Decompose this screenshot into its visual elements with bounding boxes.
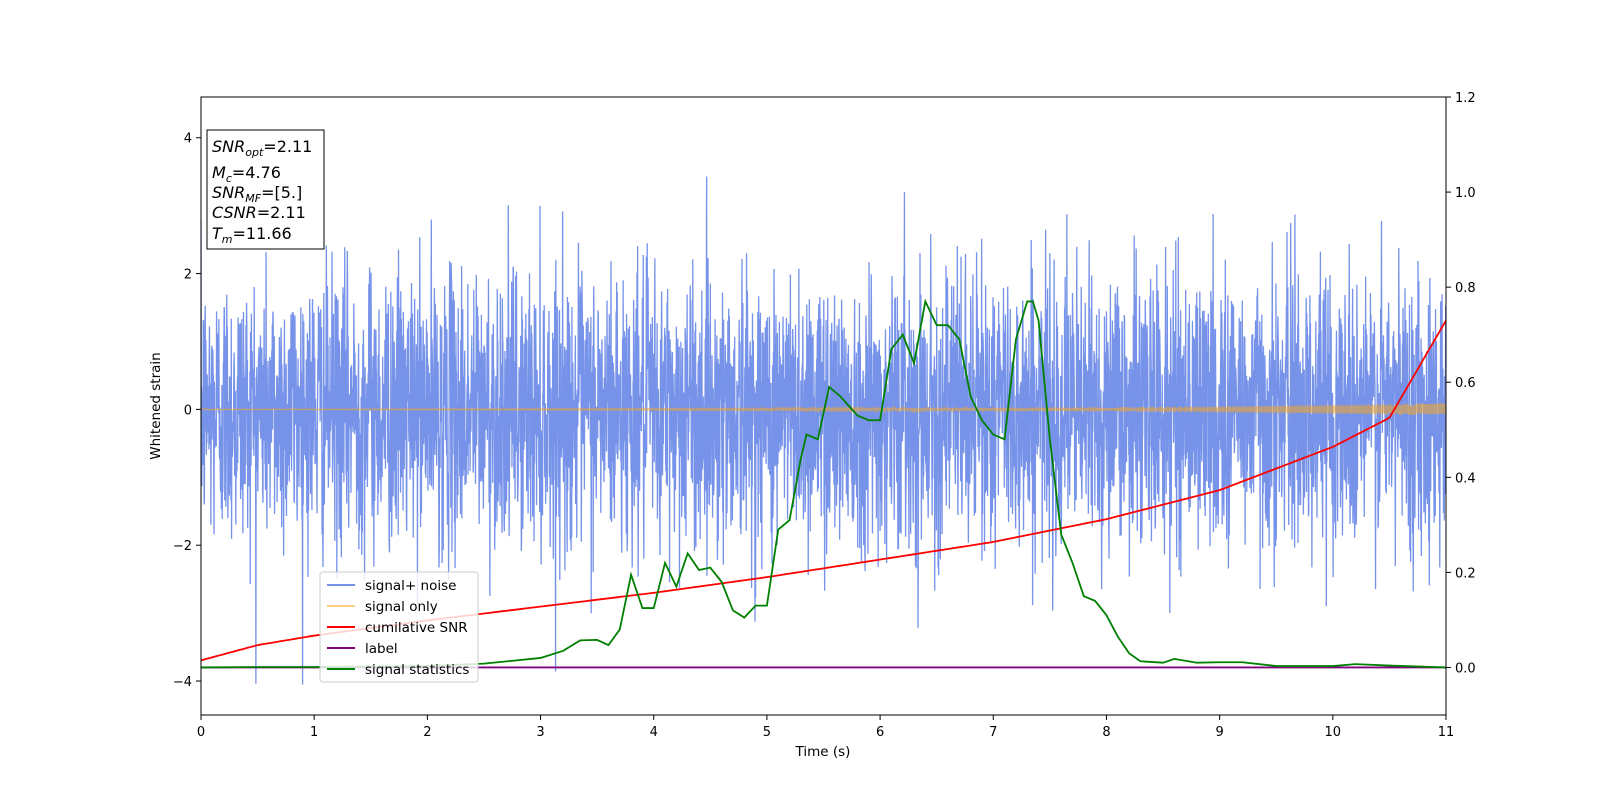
y-right-tick-label: 0.2 <box>1455 566 1476 581</box>
legend-label-signal-noise: signal+ noise <box>365 578 456 594</box>
x-tick-label: 7 <box>989 725 997 740</box>
stat-csnr: CSNR=2.11 <box>212 203 306 222</box>
y-right-tick-label: 1.0 <box>1455 186 1476 201</box>
x-tick-label: 11 <box>1438 725 1455 740</box>
y-left-tick-label: −4 <box>173 675 192 690</box>
x-tick-label: 9 <box>1215 725 1223 740</box>
y-right-tick-label: 0.8 <box>1455 281 1476 296</box>
signal-statistics-line <box>201 298 1446 669</box>
x-tick-label: 3 <box>536 725 544 740</box>
x-tick-label: 0 <box>197 725 205 740</box>
legend-label-signal-only: signal only <box>365 599 438 615</box>
x-axis-title: Time (s) <box>795 744 851 760</box>
x-tick-label: 4 <box>650 725 658 740</box>
y-left-tick-label: 2 <box>184 268 192 283</box>
stats-box: SNRopt=2.11 Mc=4.76 SNRMF=[5.] CSNR=2.11… <box>206 129 325 250</box>
y-right-tick-label: 0.0 <box>1455 661 1476 676</box>
legend-label-label: label <box>365 641 398 657</box>
x-tick-label: 2 <box>423 725 431 740</box>
x-tick-label: 1 <box>310 725 318 740</box>
legend: signal+ noise signal only cumilative SNR… <box>319 571 479 683</box>
stat-tm: Tm=11.66 <box>212 224 292 246</box>
stat-mc: Mc=4.76 <box>212 163 281 185</box>
x-tick-label: 6 <box>876 725 884 740</box>
legend-frame <box>319 571 479 683</box>
y-right-tick-label: 0.6 <box>1455 376 1476 391</box>
plot-frame <box>200 96 1447 716</box>
x-tick-label: 10 <box>1325 725 1342 740</box>
legend-label-cumulative-snr: cumilative SNR <box>365 620 468 636</box>
y-left-tick-label: −2 <box>173 539 192 554</box>
stat-snr-mf: SNRMF=[5.] <box>212 183 302 205</box>
legend-label-signal-statistics: signal statistics <box>365 662 469 678</box>
x-tick-label: 5 <box>763 725 771 740</box>
y-right-tick-label: 1.2 <box>1455 91 1476 106</box>
y-axis-title: Whitened strain <box>148 352 164 459</box>
stat-snr-opt: SNRopt=2.11 <box>212 137 312 159</box>
stats-box-frame <box>206 129 325 250</box>
axes: 0 1 2 3 4 5 6 7 8 9 10 11 −4 −2 0 2 4 0.0 0.2 0.4 0.6 0.8 1.0 1… <box>173 91 1476 740</box>
y-left-tick-label: 0 <box>184 403 192 418</box>
x-tick-label: 8 <box>1102 725 1110 740</box>
y-right-tick-label: 0.4 <box>1455 471 1476 486</box>
y-left-tick-label: 4 <box>184 132 192 147</box>
